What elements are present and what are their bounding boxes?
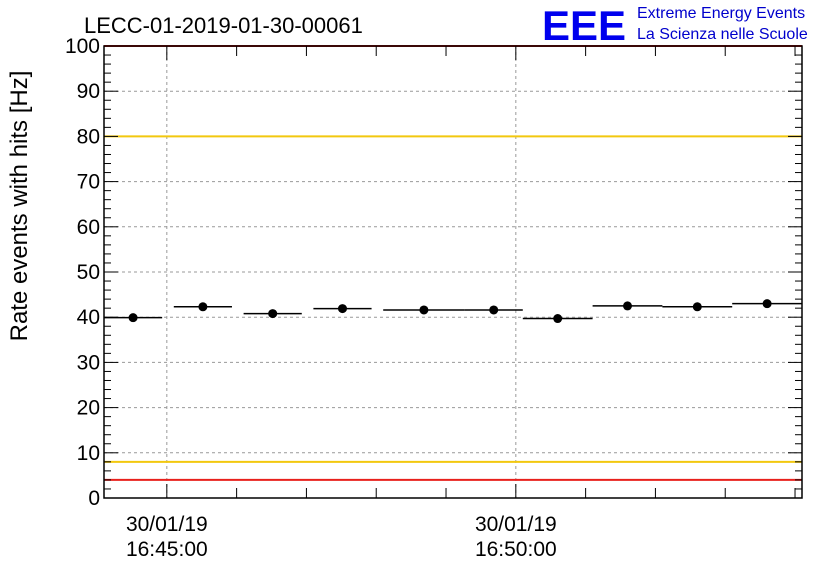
logo-mark: EEE	[542, 2, 626, 49]
y-axis-label: Rate events with hits [Hz]	[6, 71, 33, 342]
data-point	[692, 302, 702, 312]
chart-title: LECC-01-2019-01-30-00061	[84, 13, 363, 38]
y-tick-label: 60	[77, 216, 100, 239]
x-tick-time-label: 16:50:00	[475, 538, 557, 561]
x-tick-date-label: 30/01/19	[475, 513, 557, 536]
data-point	[419, 305, 429, 315]
y-tick-label: 20	[77, 397, 100, 420]
y-tick-label: 100	[65, 35, 100, 58]
plot-frame	[103, 45, 803, 499]
data-point	[762, 299, 772, 309]
y-tick-label: 30	[77, 351, 100, 374]
y-tick-label: 10	[77, 442, 100, 465]
y-tick-label: 40	[77, 306, 100, 329]
logo-line-1: Extreme Energy Events	[637, 5, 805, 22]
data-point	[198, 302, 208, 312]
data-point	[489, 305, 499, 315]
logo-line-2: La Scienza nelle Scuole	[637, 26, 808, 43]
x-tick-time-label: 16:45:00	[126, 538, 208, 561]
data-points	[104, 299, 802, 324]
y-tick-label: 90	[77, 80, 100, 103]
data-point	[337, 304, 347, 314]
data-point	[623, 301, 632, 311]
y-tick-label: 0	[88, 487, 100, 510]
data-point	[128, 313, 138, 323]
reference-lines	[104, 45, 802, 481]
x-tick-date-label: 30/01/19	[126, 513, 208, 536]
data-point	[553, 314, 563, 324]
y-tick-labels: 0 10 20 30 40 50 60 70 80 90 100	[65, 35, 100, 510]
data-point	[268, 309, 278, 319]
grid	[104, 46, 802, 498]
eee-logo: EEE Extreme Energy Events La Scienza nel…	[542, 2, 808, 49]
y-tick-label: 50	[77, 261, 100, 284]
y-tick-label: 70	[77, 171, 100, 194]
y-tick-label: 80	[77, 125, 100, 148]
